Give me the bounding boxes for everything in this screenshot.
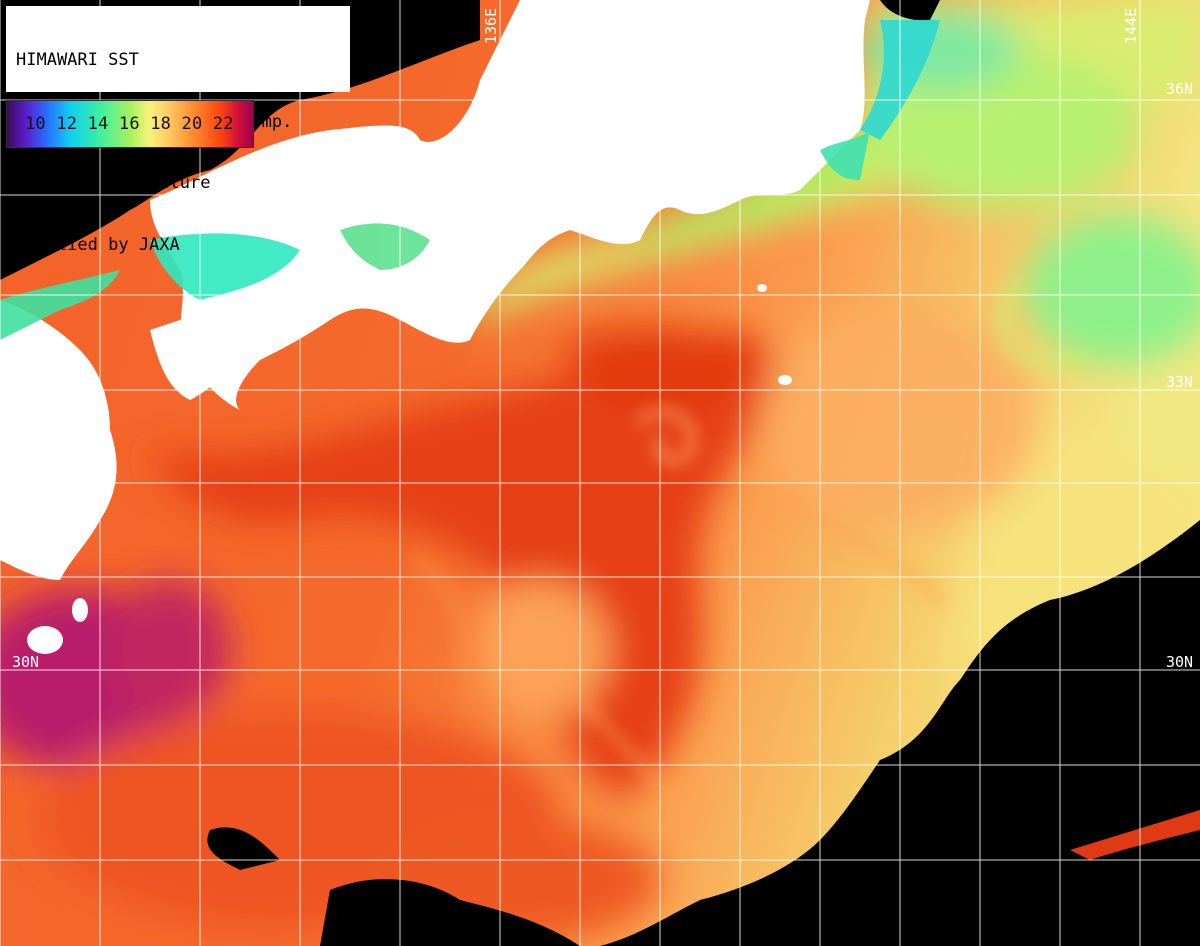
header-line-credit: supplied by JAXA <box>16 234 180 255</box>
temperature-legend: 10 12 14 16 18 20 22 <box>6 100 254 148</box>
land-masses <box>0 0 870 654</box>
label-lon-144e: 144E <box>1122 7 1140 44</box>
eddy-streaks <box>413 274 1086 825</box>
label-lat-36n: 36N <box>1166 80 1194 98</box>
label-lat-33n: 33N <box>1166 373 1194 391</box>
header-line-agency: Kanagawa Prefecture <box>16 173 211 193</box>
label-lat-30n-right: 30N <box>1166 653 1194 671</box>
header-line-product: HIMAWARI SST <box>16 50 139 70</box>
label-lat-30n-left: 30N <box>12 653 40 671</box>
label-lon-136e: 136E <box>482 7 500 44</box>
legend-scale-labels: 10 12 14 16 18 20 22 <box>25 114 234 134</box>
map-header: HIMAWARI SST 2025/04/27 07(UTC) 3H Comp.… <box>6 6 350 255</box>
